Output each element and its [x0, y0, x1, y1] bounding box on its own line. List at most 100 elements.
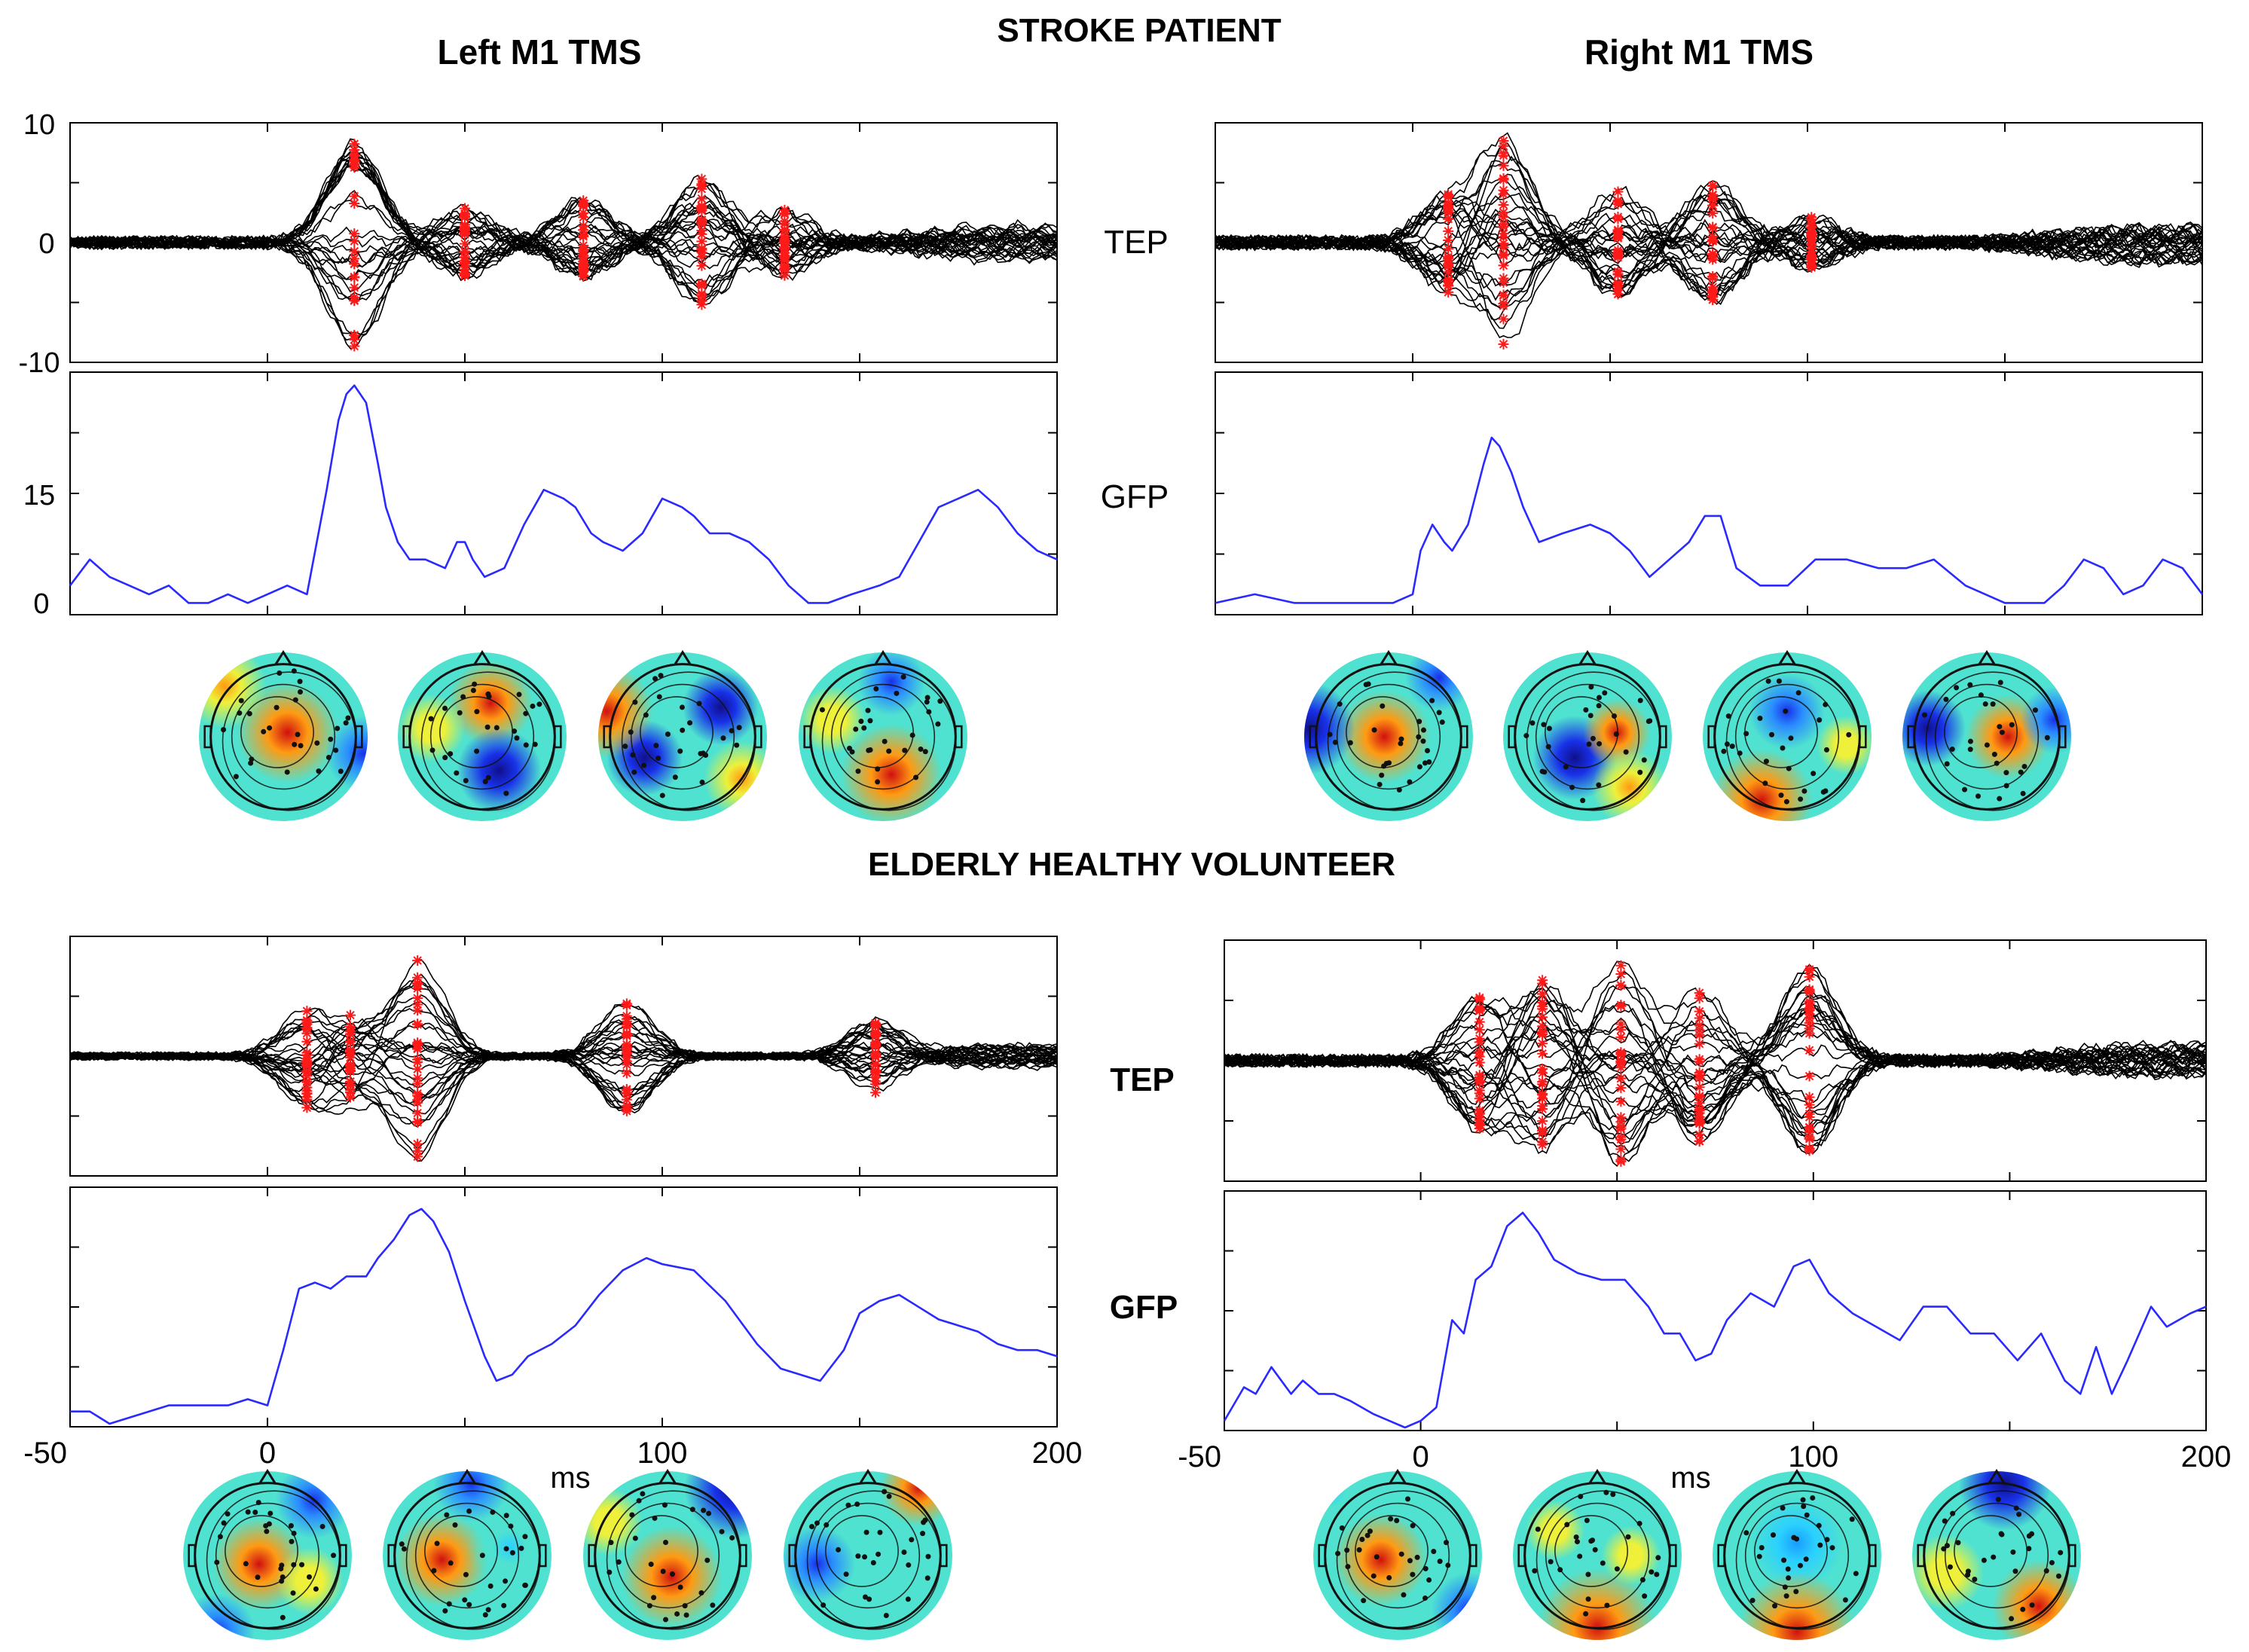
topo-ear [554, 725, 562, 749]
topo-electrode [299, 1562, 305, 1568]
topo-electrode [853, 726, 859, 732]
healthy-right-tep-peak-marker [1694, 1092, 1705, 1103]
topo-electrode [1590, 1537, 1595, 1544]
gfp-row-label: GFP [1110, 1289, 1178, 1326]
stroke-right-tep-peak-marker [1707, 292, 1719, 303]
stroke-right-tep-peak-marker [1443, 274, 1454, 286]
topo-electrode [1401, 1592, 1407, 1598]
healthy-right-tep-peak-marker [1474, 1105, 1485, 1116]
stroke-right-tep-peak-marker [1498, 289, 1509, 301]
topo-electrode [319, 1523, 325, 1529]
topo-electrode [698, 1590, 704, 1596]
topo-electrode [687, 720, 693, 726]
topo-electrode [463, 777, 469, 783]
topo-electrode [1849, 1516, 1855, 1522]
healthy-right-tep-peak-marker [1474, 1076, 1485, 1087]
topo-electrode [1967, 747, 1973, 753]
healthy-right-tep-peak-marker [1804, 1099, 1815, 1110]
topo-electrode [399, 1541, 405, 1547]
healthy-left-tep-peak-marker [412, 1116, 423, 1127]
topo-contour [1954, 1515, 2027, 1587]
healthy-right-tep-peak-marker [1615, 1018, 1627, 1030]
topo-electrode [906, 1562, 912, 1568]
topo-electrode [677, 748, 683, 754]
stroke-left-tep-peak-marker [696, 225, 707, 237]
healthy-right-tep-peak-marker [1694, 1069, 1705, 1080]
topo-blob [1817, 716, 1872, 775]
topo-ear [2058, 725, 2067, 749]
topo-ear [788, 1544, 796, 1568]
stroke-right-tep-peak-marker [1498, 228, 1509, 240]
topo-electrode [486, 694, 492, 700]
topo-electrode [1600, 1560, 1606, 1566]
topo-electrode [866, 747, 872, 753]
topo-electrode [1997, 795, 2003, 802]
topo-electrode [1780, 745, 1786, 751]
topo-electrode [1637, 698, 1643, 704]
topo-electrode [873, 686, 879, 692]
stroke-left-tep-peak-marker [779, 263, 790, 274]
topoplot-9 [183, 1471, 352, 1640]
y-tick-label: 0 [38, 228, 54, 260]
topo-electrode [854, 1501, 860, 1507]
topo-ear [203, 725, 212, 749]
healthy-left-tep-channel-trace [69, 1043, 1058, 1110]
topo-electrode [1804, 1512, 1810, 1518]
topo-electrode [1398, 736, 1404, 742]
topo-electrode [261, 728, 267, 734]
topo-electrode [1546, 725, 1552, 731]
healthy-right-gfp-gfp-line [1223, 1211, 2207, 1429]
topo-electrode [1364, 1532, 1370, 1538]
topo-electrode [1596, 703, 1602, 709]
topo-electrode [1823, 701, 1829, 707]
topo-contour [231, 683, 336, 790]
topo-electrode [1803, 1556, 1809, 1562]
stroke-right-tep-peak-marker [1806, 249, 1817, 261]
healthy-left-tep-peak-marker [412, 1043, 423, 1055]
x-axis-unit-label: ms [1670, 1461, 1710, 1495]
topo-electrode [248, 760, 254, 766]
topo-electrode [345, 715, 351, 721]
topo-electrode [1817, 717, 1823, 723]
stroke-right-tep-peak-marker [1443, 253, 1454, 264]
healthy-left-tep-channel-trace [69, 1024, 1058, 1128]
topo-electrode [1795, 690, 1801, 696]
x-tick-label: -50 [1178, 1440, 1221, 1473]
topo-electrode [656, 694, 662, 700]
topo-electrode [922, 749, 928, 755]
topo-electrode [628, 729, 634, 735]
topo-electrode [1759, 1544, 1765, 1550]
topo-electrode [306, 1574, 312, 1580]
topo-electrode [233, 774, 239, 780]
topo-electrode [214, 1559, 220, 1565]
topo-electrode [913, 774, 919, 780]
stroke-right-tep-peak-marker [1498, 136, 1509, 147]
topo-electrode [1327, 731, 1333, 737]
topo-electrode [448, 751, 454, 757]
stroke-left-tep-peak-marker [696, 236, 707, 247]
topoplot-3 [598, 652, 767, 821]
topo-electrode [921, 1519, 927, 1525]
stroke-left-tep-peak-marker [349, 236, 360, 247]
topo-electrode [503, 790, 509, 796]
healthy-right-tep-channel-trace [1224, 1017, 2207, 1110]
healthy-right-tep-peak-marker [1694, 1082, 1705, 1093]
topo-electrode [1649, 1569, 1655, 1575]
stroke-right-tep-peak-marker [1498, 150, 1509, 161]
healthy-left-tep-peak-marker [412, 1054, 423, 1065]
healthy-right-tep-peak-marker [1537, 1089, 1548, 1100]
topo-electrode [460, 694, 466, 700]
healthy-left-tep-peak-marker [412, 1151, 423, 1162]
healthy-left-tep-peak-marker [869, 1058, 881, 1070]
healthy-right-tep-channel-trace [1224, 971, 2207, 1125]
topo-electrode [1639, 1577, 1645, 1583]
topo-electrode [867, 718, 873, 724]
topo-electrode [682, 1603, 688, 1609]
healthy-right-tep-peak-marker [1537, 1038, 1548, 1049]
topo-electrode [485, 774, 491, 780]
topo-electrode [651, 1595, 657, 1601]
tep-row-label: TEP [1110, 1061, 1175, 1098]
topo-electrode [875, 766, 881, 772]
healthy-right-tep-peak-marker [1537, 1021, 1548, 1032]
topo-electrode [1791, 1534, 1797, 1541]
